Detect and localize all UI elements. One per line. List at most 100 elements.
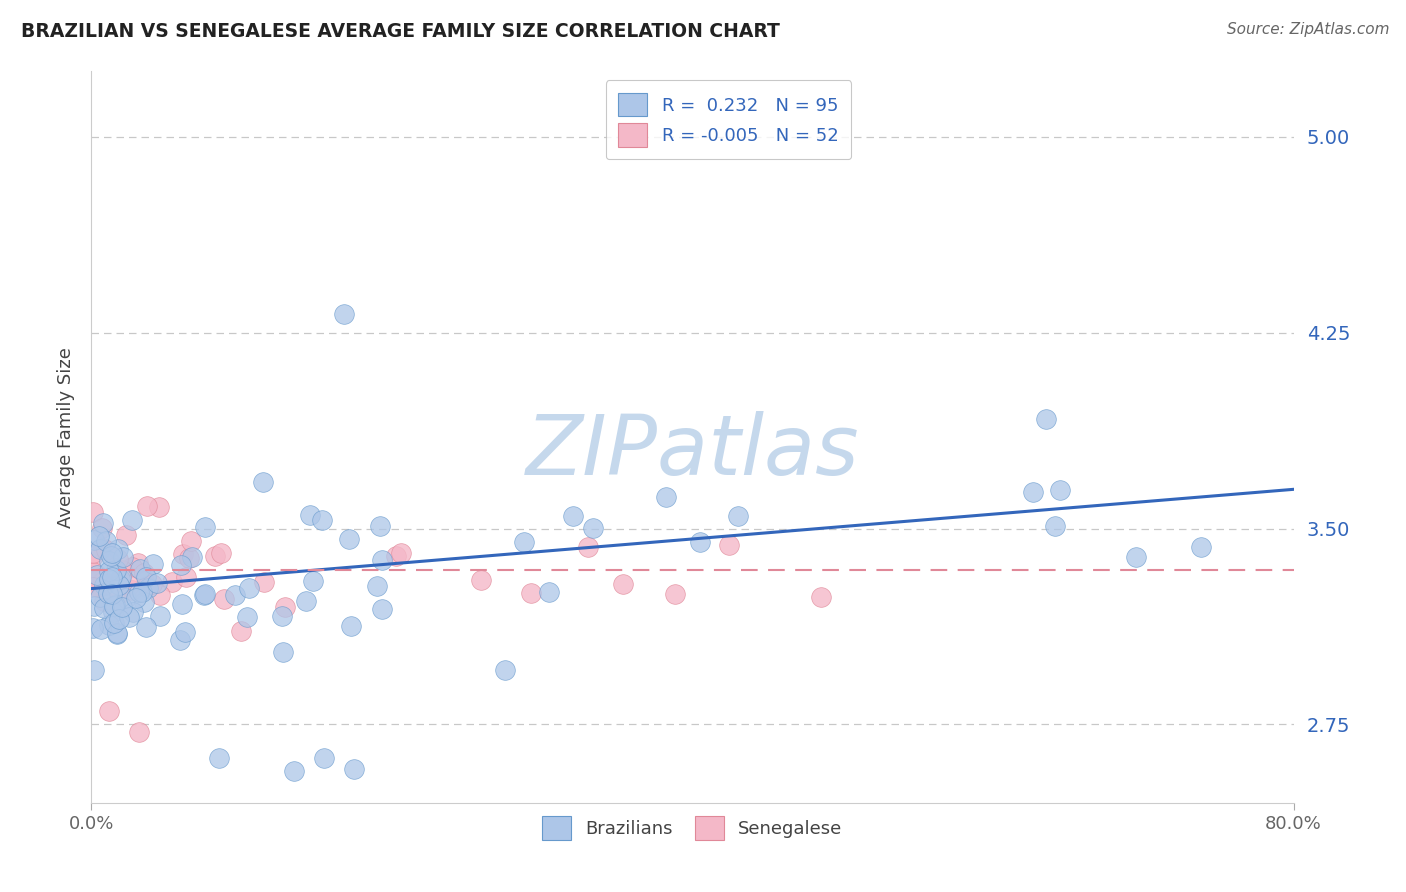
Point: [110, 572, 132, 586]
Point: [93, 578, 115, 592]
Point: [513, 535, 536, 549]
Point: [664, 587, 686, 601]
Point: [271, 645, 294, 659]
Point: [94, 534, 117, 549]
Point: [311, 513, 333, 527]
Point: [89, 590, 111, 604]
Point: [136, 581, 159, 595]
Point: [83, 533, 105, 547]
Point: [101, 546, 124, 560]
Point: [169, 632, 191, 647]
Point: [128, 585, 150, 599]
Point: [238, 582, 260, 596]
Point: [132, 595, 155, 609]
Point: [295, 593, 318, 607]
Point: [127, 557, 149, 571]
Point: [105, 626, 128, 640]
Point: [576, 541, 599, 555]
Legend: Brazilians, Senegalese: Brazilians, Senegalese: [533, 807, 852, 848]
Text: Source: ZipAtlas.com: Source: ZipAtlas.com: [1226, 22, 1389, 37]
Point: [340, 619, 363, 633]
Point: [103, 566, 125, 581]
Point: [370, 553, 392, 567]
Point: [148, 500, 170, 515]
Point: [90, 622, 112, 636]
Point: [366, 579, 388, 593]
Point: [111, 599, 134, 614]
Point: [112, 549, 135, 564]
Point: [103, 599, 125, 613]
Point: [121, 513, 143, 527]
Point: [82, 580, 104, 594]
Point: [101, 605, 124, 619]
Point: [177, 550, 200, 565]
Point: [209, 546, 232, 560]
Point: [180, 534, 202, 549]
Point: [128, 562, 150, 576]
Point: [100, 587, 122, 601]
Point: [810, 590, 832, 604]
Point: [115, 527, 138, 541]
Point: [368, 519, 391, 533]
Point: [204, 549, 226, 563]
Point: [107, 552, 129, 566]
Point: [470, 573, 492, 587]
Point: [89, 571, 111, 585]
Point: [82, 549, 104, 563]
Point: [128, 725, 150, 739]
Point: [193, 588, 215, 602]
Point: [494, 663, 516, 677]
Point: [82, 574, 104, 588]
Point: [337, 533, 360, 547]
Point: [122, 605, 145, 619]
Point: [194, 587, 217, 601]
Point: [107, 626, 129, 640]
Point: [82, 505, 104, 519]
Point: [90, 521, 112, 535]
Point: [654, 491, 676, 505]
Point: [104, 563, 127, 577]
Point: [131, 585, 153, 599]
Point: [194, 519, 217, 533]
Point: [333, 307, 356, 321]
Point: [174, 570, 197, 584]
Point: [1125, 549, 1147, 564]
Point: [117, 578, 139, 592]
Point: [90, 574, 112, 589]
Point: [582, 521, 605, 535]
Point: [132, 566, 155, 580]
Point: [135, 619, 157, 633]
Point: [93, 574, 115, 588]
Point: [98, 705, 121, 719]
Point: [270, 608, 292, 623]
Point: [142, 558, 165, 572]
Point: [389, 546, 412, 560]
Point: [96, 543, 118, 558]
Point: [83, 663, 105, 677]
Point: [108, 574, 131, 588]
Point: [103, 615, 125, 630]
Point: [273, 600, 295, 615]
Point: [689, 534, 711, 549]
Point: [87, 580, 110, 594]
Point: [302, 574, 325, 589]
Point: [1035, 412, 1057, 426]
Point: [100, 549, 122, 563]
Point: [1045, 518, 1067, 533]
Point: [146, 576, 169, 591]
Point: [174, 625, 197, 640]
Point: [136, 499, 159, 513]
Point: [91, 516, 114, 530]
Point: [1022, 484, 1045, 499]
Point: [83, 599, 105, 613]
Point: [98, 617, 121, 632]
Point: [181, 549, 204, 564]
Point: [82, 565, 104, 579]
Point: [97, 572, 120, 586]
Point: [298, 508, 321, 523]
Point: [160, 575, 183, 590]
Point: [108, 612, 131, 626]
Point: [1049, 483, 1071, 497]
Point: [108, 578, 131, 592]
Point: [229, 624, 252, 638]
